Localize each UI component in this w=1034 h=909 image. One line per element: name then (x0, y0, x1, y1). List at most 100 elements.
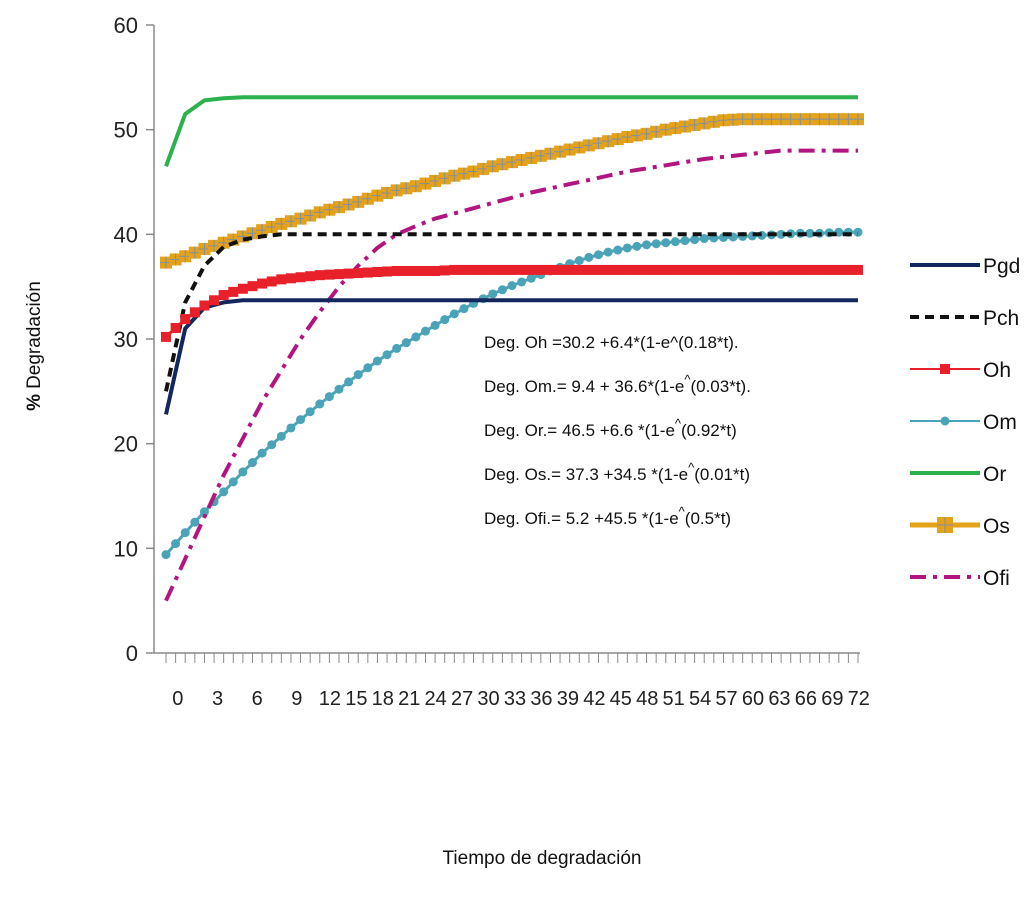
series-ofi (164, 148, 858, 602)
data-point (353, 370, 363, 380)
data-point (594, 250, 603, 260)
data-point (276, 431, 286, 441)
data-point (670, 237, 680, 247)
data-point (344, 377, 354, 387)
data-point (218, 290, 229, 301)
legend-label: Or (983, 463, 1006, 486)
data-point (170, 323, 181, 334)
data-point (718, 264, 729, 275)
equation-main: Deg. Om.= 9.4 + 36.6*(1-e (484, 377, 684, 396)
data-point (324, 269, 335, 280)
x-tick-label: 54 (689, 688, 711, 710)
data-point (526, 273, 536, 283)
data-point (535, 264, 546, 275)
data-point (613, 245, 623, 255)
data-point (440, 315, 450, 325)
data-point (180, 528, 190, 538)
data-point (228, 477, 238, 487)
y-ticks: 0 10 20 30 40 50 60 (114, 13, 154, 666)
data-point (161, 331, 171, 342)
legend-label: Om (983, 411, 1017, 434)
data-point (497, 285, 507, 295)
data-point (631, 264, 642, 275)
data-point (228, 286, 239, 297)
data-point (430, 265, 441, 276)
data-point (853, 227, 863, 237)
equation-rest: (0.01*t) (694, 465, 750, 484)
x-tick-label: 9 (291, 688, 302, 710)
data-point (805, 228, 815, 238)
data-point (785, 264, 796, 275)
equation-rest: (0.5*t) (685, 509, 731, 528)
data-point (219, 487, 229, 497)
data-point (555, 264, 566, 275)
data-point (622, 264, 633, 275)
data-point (488, 289, 498, 299)
data-point (651, 239, 661, 249)
legend-item-om: Om (910, 411, 1017, 434)
data-point (286, 423, 296, 433)
series-layer (160, 95, 864, 602)
y-tick-label: 60 (114, 13, 138, 38)
x-tick-label: 63 (768, 688, 790, 710)
data-point (660, 264, 671, 275)
series-line-pch (164, 232, 858, 392)
data-point (190, 517, 200, 527)
data-point (526, 264, 537, 275)
data-point (285, 273, 296, 284)
data-point (708, 264, 719, 275)
data-point (584, 252, 594, 262)
equation-rest: (0.03*t). (690, 377, 750, 396)
data-point (248, 458, 257, 468)
data-point (199, 507, 209, 517)
data-point (853, 264, 863, 275)
legend-item-oh: Oh (910, 359, 1011, 382)
data-point (593, 264, 604, 275)
x-tick-label: 57 (715, 688, 737, 710)
equation-superscript: ^ (688, 460, 695, 475)
data-point (814, 264, 825, 275)
data-point (728, 264, 739, 275)
y-tick-label: 0 (126, 641, 138, 666)
data-point (603, 247, 613, 257)
legend-label: Pgd (983, 255, 1020, 278)
x-tick-label: 24 (425, 688, 447, 710)
data-point (642, 240, 652, 250)
data-point (334, 384, 344, 394)
data-point (458, 264, 469, 275)
series-line-or (164, 95, 858, 167)
data-point (517, 277, 527, 287)
data-point (507, 264, 517, 275)
legend-item-pgd: Pgd (910, 255, 1020, 278)
data-point (189, 307, 200, 318)
data-point (776, 229, 786, 239)
data-point (449, 309, 459, 319)
y-axis-title: % Degradación (24, 281, 45, 411)
data-point (295, 272, 306, 283)
series-line-pgd (164, 298, 858, 415)
data-point (430, 320, 440, 330)
data-point (766, 264, 777, 275)
legend-label: Oh (983, 359, 1011, 382)
data-point (238, 467, 248, 477)
data-point (363, 363, 373, 373)
data-point (545, 264, 556, 275)
data-point (497, 264, 508, 275)
data-point (612, 264, 623, 275)
legend-label: Pch (983, 307, 1019, 330)
equation-text: Deg. Oh =30.2 +6.4*(1-e^(0.18*t). (484, 333, 739, 352)
y-tick-label: 40 (114, 222, 138, 247)
data-point (680, 264, 690, 275)
x-tick-label: 72 (848, 688, 870, 710)
y-tick-label: 20 (114, 432, 138, 457)
data-point (756, 264, 767, 275)
x-tick-label: 0 (172, 688, 183, 710)
data-point (824, 264, 835, 275)
y-axis-title-prefix: % (24, 394, 45, 411)
series-pch (164, 232, 858, 392)
series-line-ofi (164, 148, 858, 602)
data-point (699, 234, 709, 244)
data-point (305, 407, 315, 417)
series-os (160, 113, 864, 269)
data-point (804, 264, 815, 275)
